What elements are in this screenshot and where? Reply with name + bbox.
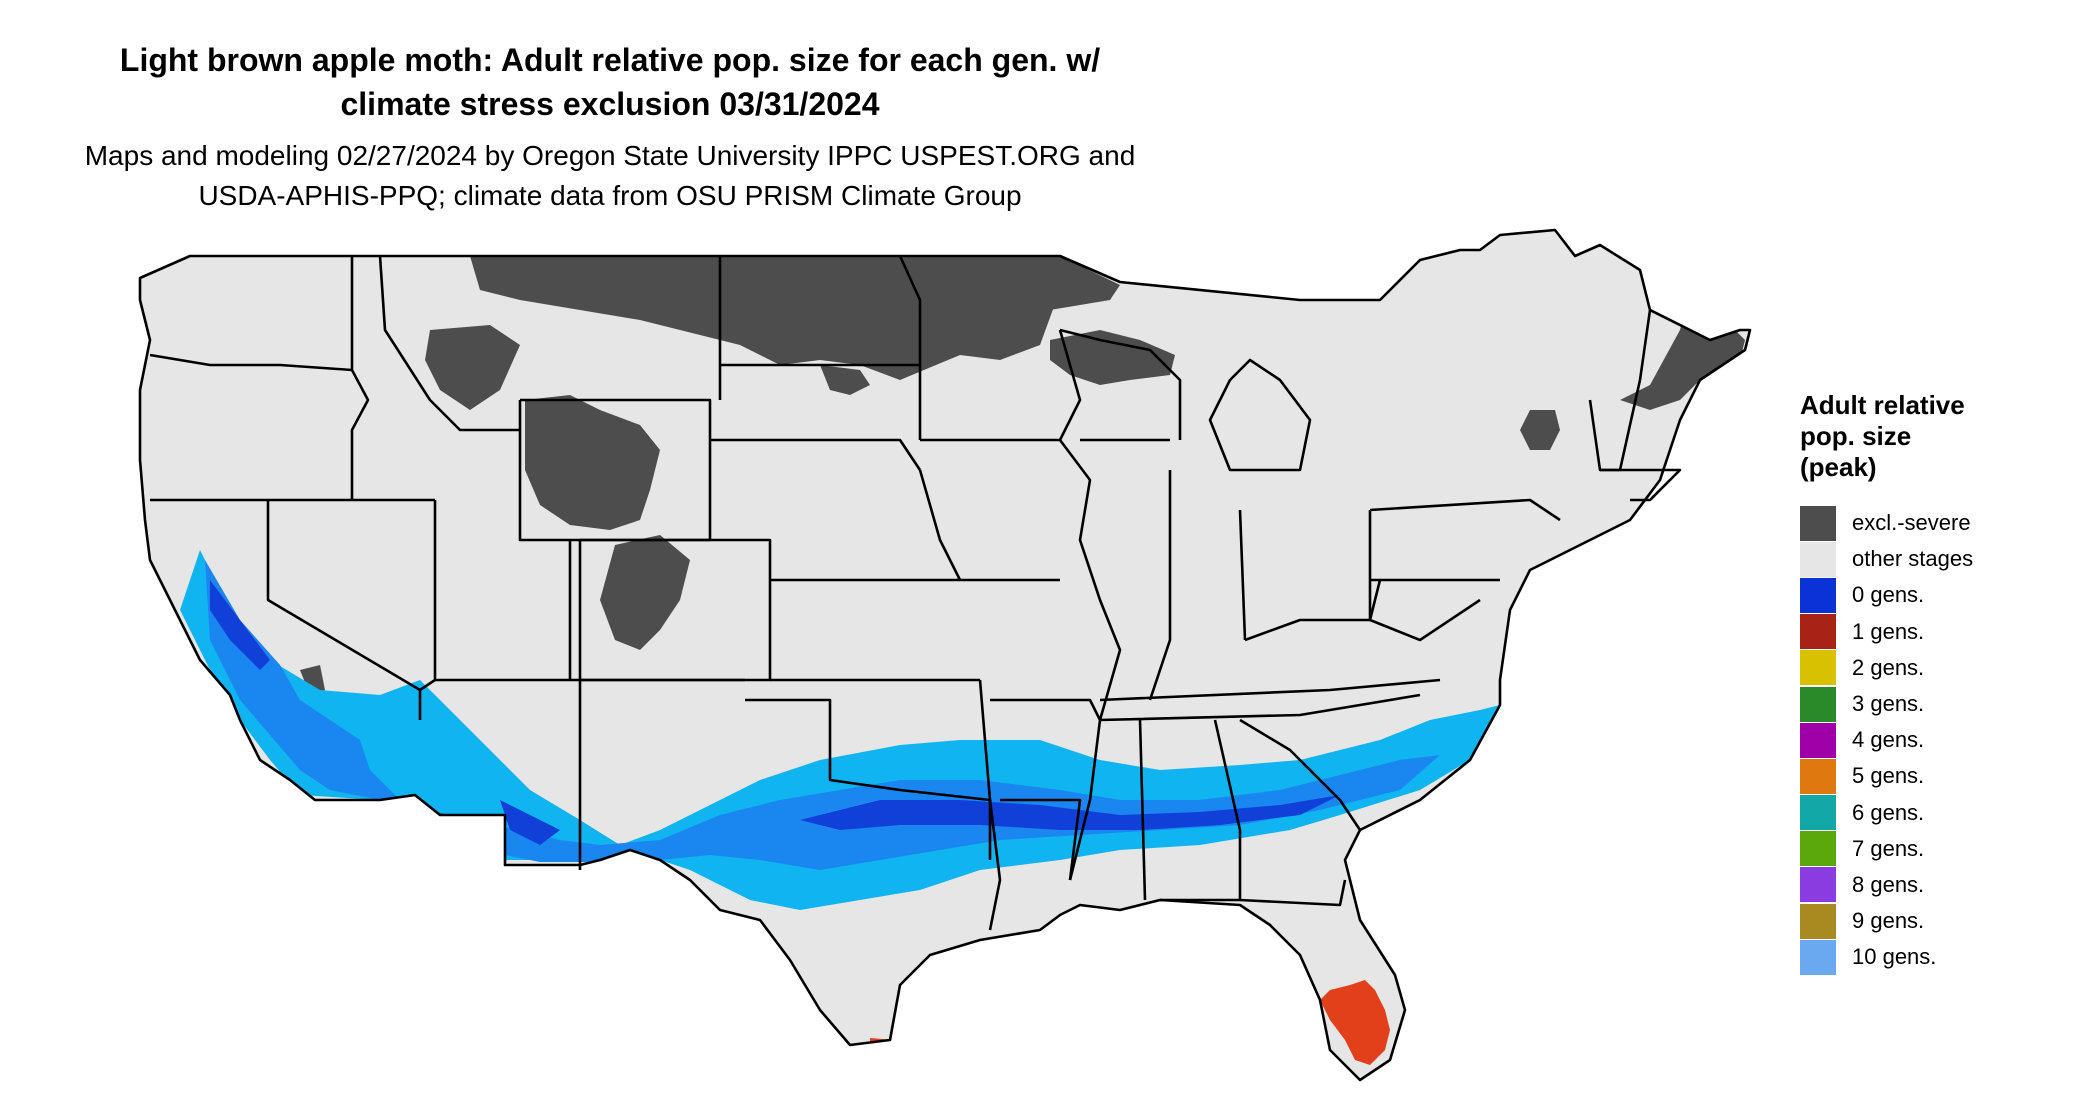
legend-item: 8 gens. (1800, 867, 2090, 903)
gen-band-dark-blue (800, 795, 1340, 830)
border-il-in (1148, 470, 1172, 701)
map-title: Light brown apple moth: Adult relative p… (0, 38, 1220, 126)
legend-swatch (1800, 722, 1836, 758)
map-layer-clipped (140, 230, 1750, 1080)
legend-swatch (1800, 577, 1836, 613)
us-outline (138, 228, 1752, 1082)
border-new-england (1600, 468, 1682, 502)
legend-swatch (1800, 939, 1836, 975)
border-ok-ar (978, 679, 992, 801)
map-title-line-2: climate stress exclusion 03/31/2024 (340, 86, 880, 122)
legend-swatch (1800, 831, 1836, 867)
legend-item: other stages (1800, 541, 2090, 577)
map-subtitle: Maps and modeling 02/27/2024 by Oregon S… (0, 136, 1220, 216)
excluded-area-adirondacks (1520, 410, 1560, 450)
legend-label: 7 gens. (1852, 835, 1925, 861)
border-wi-mi (1059, 328, 1182, 440)
map-subtitle-line-1: Maps and modeling 02/27/2024 by Oregon S… (84, 140, 1136, 171)
border-ca-nv (266, 500, 422, 720)
legend-title-line-3: (peak) (1800, 452, 1877, 482)
legend-swatch (1800, 614, 1836, 650)
legend-swatch (1800, 758, 1836, 794)
legend-item: 9 gens. (1800, 903, 2090, 939)
gen-band-mid-blue (205, 560, 1440, 870)
gen-region-florida (1320, 980, 1390, 1065)
border-in-oh (1238, 509, 1247, 641)
gen-band-dark-blue-west (210, 580, 560, 845)
legend-label: 3 gens. (1852, 691, 1925, 717)
legend-label: 6 gens. (1852, 799, 1925, 825)
legend-item: 1 gens. (1800, 614, 2090, 650)
border-mo-ar (990, 698, 1102, 721)
excluded-area-idaho-montana (425, 325, 520, 410)
legend-label: 1 gens. (1852, 618, 1925, 644)
legend-item: 5 gens. (1800, 758, 2090, 794)
legend-title: Adult relative pop. size (peak) (1800, 390, 2090, 483)
border-la-tx (988, 799, 1002, 931)
state-borders (138, 228, 1752, 1082)
border-mn-dakotas (898, 255, 922, 440)
legend-label: 4 gens. (1852, 727, 1925, 753)
border-ga-sc-nc (1239, 718, 1362, 831)
legend-label: other stages (1852, 546, 1974, 572)
legend-label: excl.-severe (1852, 510, 1971, 536)
excluded-area-black-hills (820, 365, 870, 395)
excluded-area-sierra (300, 665, 325, 695)
legend-label: 5 gens. (1852, 763, 1925, 789)
border-mississippi-river (1058, 329, 1122, 881)
legend-swatch (1800, 903, 1836, 939)
border-az-nm (435, 678, 745, 870)
legend-item: 7 gens. (1800, 831, 2090, 867)
map-subtitle-line-2: USDA-APHIS-PPQ; climate data from OSU PR… (198, 180, 1022, 211)
legend-item: 6 gens. (1800, 795, 2090, 831)
legend-item: excl.-severe (1800, 505, 2090, 541)
legend-item: 3 gens. (1800, 686, 2090, 722)
border-pa-ny (1369, 498, 1561, 522)
legend-swatch (1800, 795, 1836, 831)
border-mi (1208, 358, 1312, 472)
legend-label: 2 gens. (1852, 654, 1925, 680)
legend-item: 2 gens. (1800, 650, 2090, 686)
excluded-area-wisconsin-upper (1050, 330, 1175, 385)
border-oh-ky-wv (1244, 579, 1382, 642)
legend-item: 10 gens. (1800, 939, 2090, 975)
legend: Adult relative pop. size (peak) excl.-se… (1800, 390, 2090, 975)
border-sd-ne (710, 438, 922, 471)
border-ms-al (1138, 719, 1147, 901)
border-me-nh (1638, 309, 1652, 381)
map-title-line-1: Light brown apple moth: Adult relative p… (119, 42, 1101, 78)
border-al-ga (1213, 719, 1242, 900)
legend-swatch (1800, 505, 1836, 541)
legend-items: excl.-severe other stages 0 gens. 1 gens. 2 … (1800, 505, 2090, 975)
legend-swatch (1800, 867, 1836, 903)
border-ia-mo (918, 469, 1060, 582)
border-tn (1099, 693, 1421, 722)
border-va-wv (1369, 598, 1481, 642)
excluded-area-colorado (600, 535, 690, 650)
border-wa-or (149, 353, 353, 372)
border-ar-la-ms (1000, 798, 1082, 881)
excluded-area-minnesota (900, 256, 1120, 350)
excluded-area-wyoming (525, 395, 660, 530)
border-fl-ga-al (1160, 879, 1347, 907)
land-fill (140, 230, 1750, 1080)
legend-swatch (1800, 541, 1836, 577)
legend-title-line-2: pop. size (1800, 421, 1912, 451)
border-ky-tn (1099, 678, 1441, 702)
legend-item: 0 gens. (1800, 577, 2090, 613)
legend-swatch (1800, 650, 1836, 686)
legend-label: 8 gens. (1852, 871, 1925, 897)
legend-label: 0 gens. (1852, 582, 1925, 608)
border-id-mt (378, 255, 520, 432)
legend-label: 9 gens. (1852, 908, 1925, 934)
legend-swatch (1800, 686, 1836, 722)
legend-label: 10 gens. (1852, 944, 1937, 970)
legend-title-line-1: Adult relative (1800, 390, 1965, 420)
border-id-wa-or (350, 256, 370, 500)
border-wy-ut-id (518, 400, 572, 680)
legend-item: 4 gens. (1800, 722, 2090, 758)
